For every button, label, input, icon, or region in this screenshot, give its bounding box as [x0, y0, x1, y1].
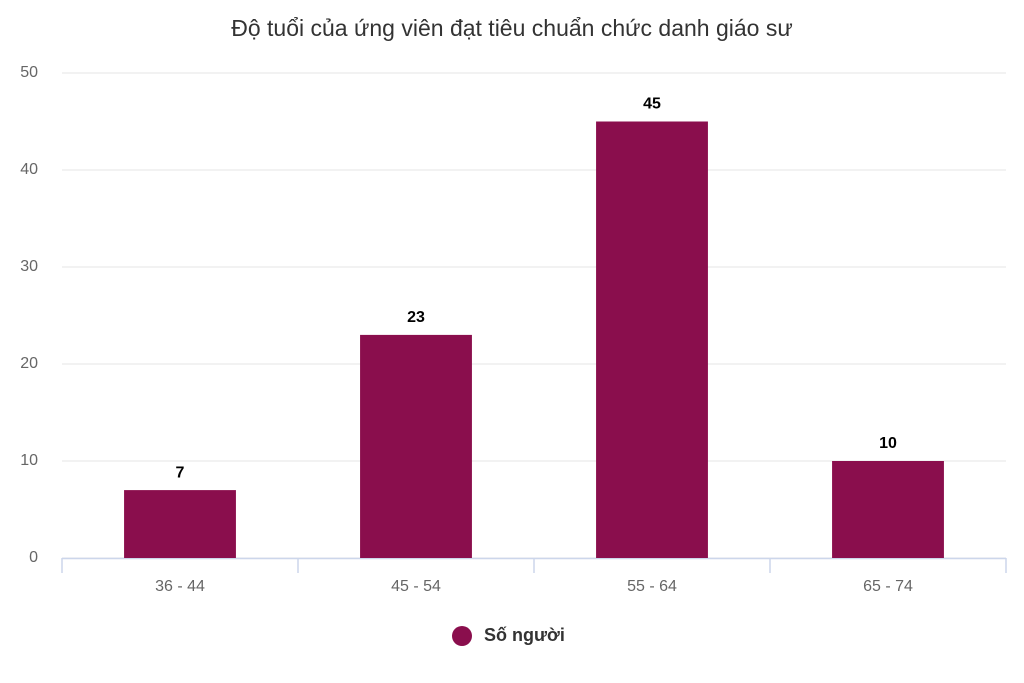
data-label: 7: [176, 464, 185, 481]
x-tick-label: 65 - 74: [863, 578, 913, 595]
x-tick-label: 36 - 44: [155, 578, 205, 595]
data-label: 23: [407, 309, 425, 326]
y-tick-label: 50: [20, 64, 38, 81]
x-tick-label: 45 - 54: [391, 578, 441, 595]
legend-label[interactable]: Số người: [484, 625, 565, 645]
bar: [832, 461, 944, 558]
legend-marker: [452, 626, 472, 646]
bar: [360, 334, 472, 558]
chart-title: Độ tuổi của ứng viên đạt tiêu chuẩn chức…: [231, 15, 793, 41]
x-tick-label: 55 - 64: [627, 578, 677, 595]
y-tick-label: 20: [20, 355, 38, 372]
bar: [124, 490, 236, 558]
data-label: 45: [643, 96, 661, 113]
y-tick-label: 30: [20, 258, 38, 275]
data-label: 10: [879, 435, 897, 452]
y-tick-label: 40: [20, 161, 38, 178]
y-tick-label: 0: [29, 549, 38, 566]
y-tick-label: 10: [20, 452, 38, 469]
bar: [596, 121, 708, 558]
